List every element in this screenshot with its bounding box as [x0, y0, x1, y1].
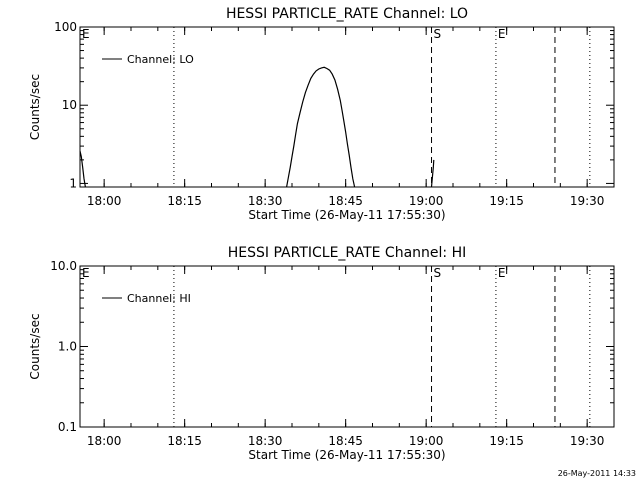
data-series-line — [79, 150, 86, 188]
footer-timestamp: 26-May-2011 14:33 — [558, 469, 636, 478]
event-marker-label: E — [498, 27, 506, 41]
chart-title: HESSI PARTICLE_RATE Channel: HI — [228, 245, 466, 261]
y-tick-label: 10.0 — [50, 259, 77, 273]
x-tick-label: 18:15 — [167, 194, 202, 208]
plot-frame — [79, 26, 615, 188]
x-tick-label: 18:45 — [328, 434, 363, 448]
event-marker-label: S — [434, 266, 442, 280]
x-tick-label: 18:30 — [248, 434, 283, 448]
x-tick-label: 18:30 — [248, 194, 283, 208]
legend-label: Channel: LO — [127, 53, 194, 66]
x-tick-label: 19:15 — [489, 434, 524, 448]
data-series-line — [286, 66, 356, 188]
event-marker-label: E — [498, 266, 506, 280]
event-marker-label: E — [82, 266, 90, 280]
x-tick-label: 19:00 — [409, 194, 444, 208]
x-tick-label: 18:00 — [87, 434, 122, 448]
x-tick-label: 18:45 — [328, 194, 363, 208]
legend-label: Channel: HI — [127, 292, 191, 305]
x-axis-label: Start Time (26-May-11 17:55:30) — [248, 448, 445, 462]
y-axis-label: Counts/sec — [28, 313, 42, 379]
event-marker-label: E — [82, 27, 90, 41]
chart-title: HESSI PARTICLE_RATE Channel: LO — [226, 6, 468, 22]
event-marker-label: S — [434, 27, 442, 41]
x-tick-label: 19:00 — [409, 434, 444, 448]
x-tick-label: 18:15 — [167, 434, 202, 448]
x-tick-label: 19:30 — [570, 434, 605, 448]
y-tick-label: 1.0 — [58, 340, 77, 354]
y-tick-label: 0.1 — [58, 420, 77, 434]
y-axis-label: Counts/sec — [28, 74, 42, 140]
x-tick-label: 18:00 — [87, 194, 122, 208]
x-tick-label: 19:30 — [570, 194, 605, 208]
y-tick-label: 100 — [54, 20, 77, 34]
plot-frame — [79, 265, 615, 428]
y-tick-label: 10 — [62, 98, 77, 112]
x-tick-label: 19:15 — [489, 194, 524, 208]
data-series-line — [430, 159, 435, 188]
x-axis-label: Start Time (26-May-11 17:55:30) — [248, 208, 445, 222]
y-tick-label: 1 — [69, 176, 77, 190]
